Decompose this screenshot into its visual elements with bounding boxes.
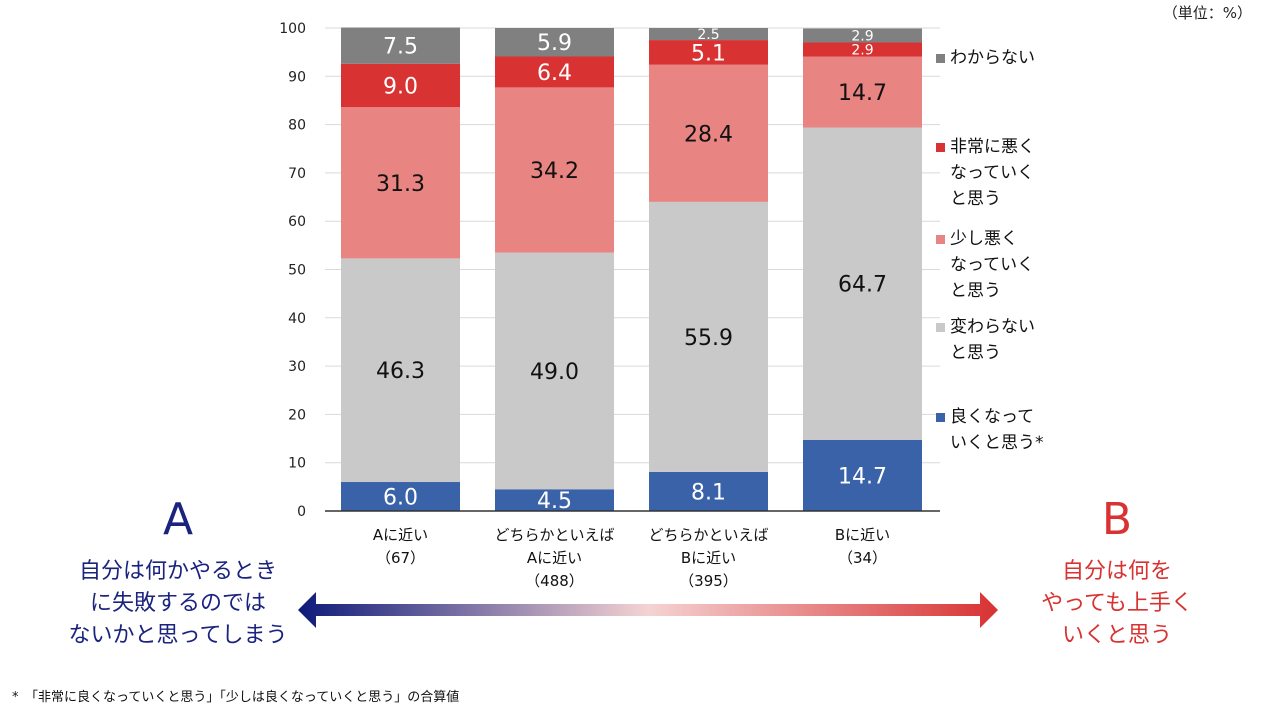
- bar-segment: [341, 482, 460, 511]
- data-label: 34.2: [530, 159, 579, 184]
- bar-segment: [649, 64, 768, 202]
- x-tick-label: Bに近い: [681, 549, 736, 567]
- y-tick-label: 50: [288, 263, 306, 279]
- y-tick-label: 40: [288, 311, 306, 327]
- y-tick-label: 0: [297, 504, 306, 520]
- bar-segment: [341, 63, 460, 108]
- a-b-gradient-arrow: [298, 592, 998, 628]
- bar-segment: [803, 42, 922, 57]
- legend-swatch: [936, 54, 945, 63]
- x-tick-label: Aに近い: [373, 526, 428, 544]
- y-tick-label: 10: [288, 456, 306, 472]
- bar-segment: [495, 252, 614, 490]
- data-label: 4.5: [537, 489, 572, 514]
- x-tick-label: （67）: [376, 549, 425, 567]
- x-tick-label: どちらかといえば: [648, 526, 768, 544]
- y-tick-label: 80: [288, 118, 306, 134]
- legend-label: 良くなって いくと思う*: [950, 407, 1044, 453]
- bar-segment: [495, 28, 614, 57]
- data-label: 6.0: [383, 486, 418, 511]
- legend-swatch: [936, 323, 945, 332]
- x-tick-label: （395）: [679, 572, 738, 590]
- bar-segment: [495, 489, 614, 511]
- data-label: 64.7: [838, 273, 887, 298]
- y-tick-label: 70: [288, 166, 306, 182]
- legend-item: 非常に悪く なっていく と思う: [936, 134, 1035, 212]
- bar-segment: [341, 258, 460, 483]
- data-label: 7.5: [383, 35, 418, 60]
- data-label: 46.3: [376, 359, 425, 384]
- data-label: 28.4: [684, 122, 733, 147]
- bar-segment: [803, 28, 922, 43]
- bar-segment: [649, 201, 768, 472]
- bar-segment: [341, 27, 460, 64]
- y-tick-label: 100: [279, 21, 306, 37]
- data-label: 8.1: [691, 480, 726, 505]
- bar-segment: [803, 127, 922, 440]
- side-b-letter: B: [1101, 494, 1133, 545]
- y-tick-label: 90: [288, 69, 306, 85]
- side-a-text: 自分は何かやるとき に失敗するのでは ないかと思ってしまう: [68, 559, 288, 648]
- x-tick-label: どちらかといえば: [494, 526, 614, 544]
- legend-item: 良くなって いくと思う*: [936, 404, 1044, 456]
- bar-segment: [649, 471, 768, 511]
- data-label: 14.7: [838, 81, 887, 106]
- legend-swatch: [936, 235, 945, 244]
- data-label: 2.9: [851, 28, 873, 44]
- data-label: 49.0: [530, 360, 579, 385]
- bar-segment: [649, 40, 768, 65]
- data-label: 14.7: [838, 464, 887, 489]
- legend-item: 少し悪く なっていく と思う: [936, 226, 1034, 304]
- data-label: 5.1: [691, 41, 726, 66]
- x-tick-label: （488）: [525, 572, 584, 590]
- y-tick-label: 30: [288, 359, 306, 375]
- bar-segment: [649, 28, 768, 41]
- legend-label: 少し悪く なっていく と思う: [950, 229, 1035, 301]
- legend-item: 変わらない と思う: [936, 314, 1035, 366]
- data-label: 6.4: [537, 61, 572, 86]
- data-label: 9.0: [383, 74, 418, 99]
- bar-segment: [803, 439, 922, 511]
- stacked-bar-chart: 0 10 20 30 40 50 60 70 80 90 100 6.0 46.3 31.3 9.0 7.5 A…: [279, 21, 940, 590]
- bar-segment: [341, 107, 460, 259]
- data-label: 31.3: [376, 172, 425, 197]
- legend-label: 変わらない と思う: [950, 317, 1035, 363]
- y-tick-label: 20: [288, 407, 306, 423]
- x-tick-label: Aに近い: [527, 549, 582, 567]
- x-tick-label: （34）: [838, 549, 887, 567]
- footnote: * 「非常に良くなっていくと思う」「少しは良くなっていくと思う」の合算値: [12, 690, 460, 705]
- y-tick-label: 60: [288, 214, 306, 230]
- legend-label: わからない: [950, 48, 1035, 68]
- data-label: 2.5: [697, 27, 719, 43]
- legend-item: わからない: [936, 45, 1035, 71]
- data-label: 55.9: [684, 326, 733, 351]
- legend-swatch: [936, 143, 945, 152]
- side-a-letter: A: [162, 494, 194, 545]
- bar-segment: [803, 56, 922, 128]
- bar-segment: [495, 56, 614, 88]
- x-tick-label: Bに近い: [835, 526, 890, 544]
- legend-label: 非常に悪く なっていく と思う: [950, 137, 1035, 209]
- data-label: 5.9: [537, 31, 572, 56]
- unit-label: （単位：%）: [1162, 4, 1252, 22]
- legend-swatch: [936, 413, 945, 422]
- bar-segment: [495, 87, 614, 253]
- data-label: 2.9: [851, 42, 873, 58]
- side-b-text: 自分は何を やっても上手く いくと思う: [1041, 559, 1193, 648]
